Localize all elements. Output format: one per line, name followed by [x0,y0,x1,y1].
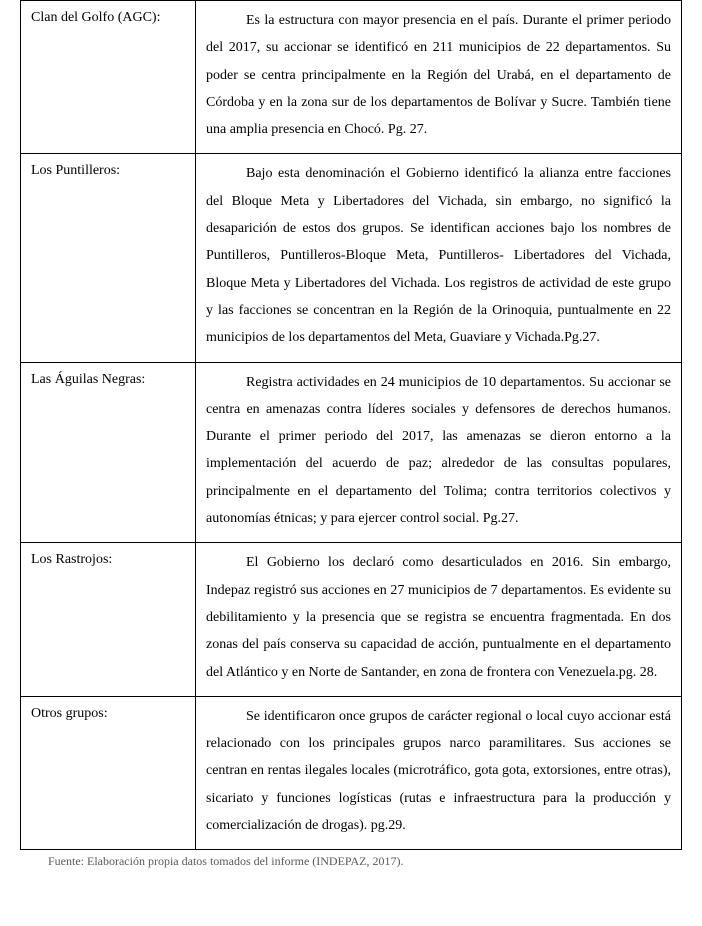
table-row: Los Rastrojos: El Gobierno los declaró c… [21,543,682,696]
table-row: Clan del Golfo (AGC): Es la estructura c… [21,1,682,154]
table-row: Las Águilas Negras: Registra actividades… [21,362,682,543]
table-row: Otros grupos: Se identificaron once grup… [21,696,682,849]
row-description: Registra actividades en 24 municipios de… [206,369,671,533]
row-description: Bajo esta denominación el Gobierno ident… [206,160,671,351]
row-label: Los Rastrojos: [21,543,196,696]
row-description-cell: Es la estructura con mayor presencia en … [196,1,682,154]
row-label: Otros grupos: [21,696,196,849]
row-label: Clan del Golfo (AGC): [21,1,196,154]
table-row: Los Puntilleros: Bajo esta denominación … [21,154,682,362]
row-description: Es la estructura con mayor presencia en … [206,7,671,143]
row-description: El Gobierno los declaró como desarticula… [206,549,671,685]
row-label: Los Puntilleros: [21,154,196,362]
row-description-cell: El Gobierno los declaró como desarticula… [196,543,682,696]
row-description-cell: Registra actividades en 24 municipios de… [196,362,682,543]
table-body: Clan del Golfo (AGC): Es la estructura c… [21,1,682,850]
row-description-cell: Bajo esta denominación el Gobierno ident… [196,154,682,362]
row-label: Las Águilas Negras: [21,362,196,543]
document-page: Clan del Golfo (AGC): Es la estructura c… [0,0,702,889]
groups-table: Clan del Golfo (AGC): Es la estructura c… [20,0,682,850]
row-description: Se identificaron once grupos de carácter… [206,703,671,839]
source-note: Fuente: Elaboración propia datos tomados… [20,850,682,869]
row-description-cell: Se identificaron once grupos de carácter… [196,696,682,849]
